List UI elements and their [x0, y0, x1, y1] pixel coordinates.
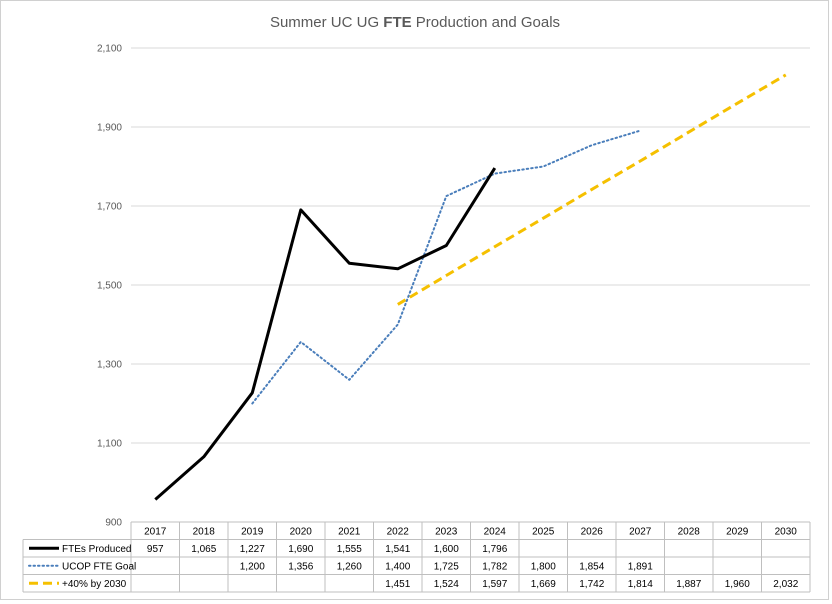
- data-label: 1,227: [240, 544, 265, 555]
- data-label: 1,960: [725, 579, 750, 590]
- data-label: 1,400: [385, 561, 410, 572]
- data-label: 1,725: [434, 561, 459, 572]
- data-label: 1,887: [676, 579, 701, 590]
- data-label: 1,782: [482, 561, 507, 572]
- data-label: 1,541: [385, 544, 410, 555]
- data-label: 1,597: [482, 579, 507, 590]
- data-label: 1,451: [385, 579, 410, 590]
- x-category-label: 2018: [193, 526, 216, 537]
- data-label: 1,814: [628, 579, 653, 590]
- x-category-label: 2020: [290, 526, 313, 537]
- chart-title-part: FTE: [383, 14, 411, 31]
- x-category-label: 2029: [726, 526, 749, 537]
- data-label: 1,669: [531, 579, 556, 590]
- data-label: 1,555: [337, 544, 362, 555]
- data-label: 1,524: [434, 579, 459, 590]
- data-label: 1,600: [434, 544, 459, 555]
- y-tick-label: 1,300: [97, 360, 122, 371]
- x-category-label: 2030: [775, 526, 798, 537]
- y-tick-label: 1,900: [97, 123, 122, 134]
- data-label: 1,200: [240, 561, 265, 572]
- x-category-label: 2021: [338, 526, 361, 537]
- x-category-label: 2017: [144, 526, 167, 537]
- data-label: 1,356: [288, 561, 313, 572]
- y-tick-label: 900: [105, 518, 122, 529]
- data-label: 1,796: [482, 544, 507, 555]
- y-tick-label: 1,100: [97, 439, 122, 450]
- y-tick-label: 2,100: [97, 44, 122, 55]
- data-label: 1,065: [191, 544, 216, 555]
- data-label: 2,032: [773, 579, 798, 590]
- x-category-label: 2024: [484, 526, 507, 537]
- data-label: 1,260: [337, 561, 362, 572]
- y-tick-label: 1,500: [97, 281, 122, 292]
- series-line-2: [397, 73, 787, 306]
- data-label: 1,742: [579, 579, 604, 590]
- x-category-label: 2022: [387, 526, 410, 537]
- x-category-label: 2023: [435, 526, 458, 537]
- x-category-label: 2019: [241, 526, 264, 537]
- legend-label: +40% by 2030: [62, 579, 127, 590]
- chart-title-part: Summer UC UG: [270, 14, 383, 31]
- series-line-0: [154, 167, 497, 501]
- y-tick-label: 1,700: [97, 202, 122, 213]
- x-category-label: 2027: [629, 526, 652, 537]
- chart-title-part: Production and Goals: [412, 14, 560, 31]
- x-category-label: 2028: [678, 526, 701, 537]
- data-label: 1,800: [531, 561, 556, 572]
- data-label: 1,690: [288, 544, 313, 555]
- data-label: 1,854: [579, 561, 604, 572]
- chart-title: Summer UC UG FTE Production and Goals: [270, 14, 560, 31]
- data-label: 957: [147, 544, 164, 555]
- data-label: 1,891: [628, 561, 653, 572]
- x-category-label: 2026: [581, 526, 604, 537]
- x-category-label: 2025: [532, 526, 555, 537]
- legend-label: UCOP FTE Goal: [62, 561, 136, 572]
- series-line-1: [251, 129, 642, 405]
- legend-label: FTEs Produced: [62, 544, 131, 555]
